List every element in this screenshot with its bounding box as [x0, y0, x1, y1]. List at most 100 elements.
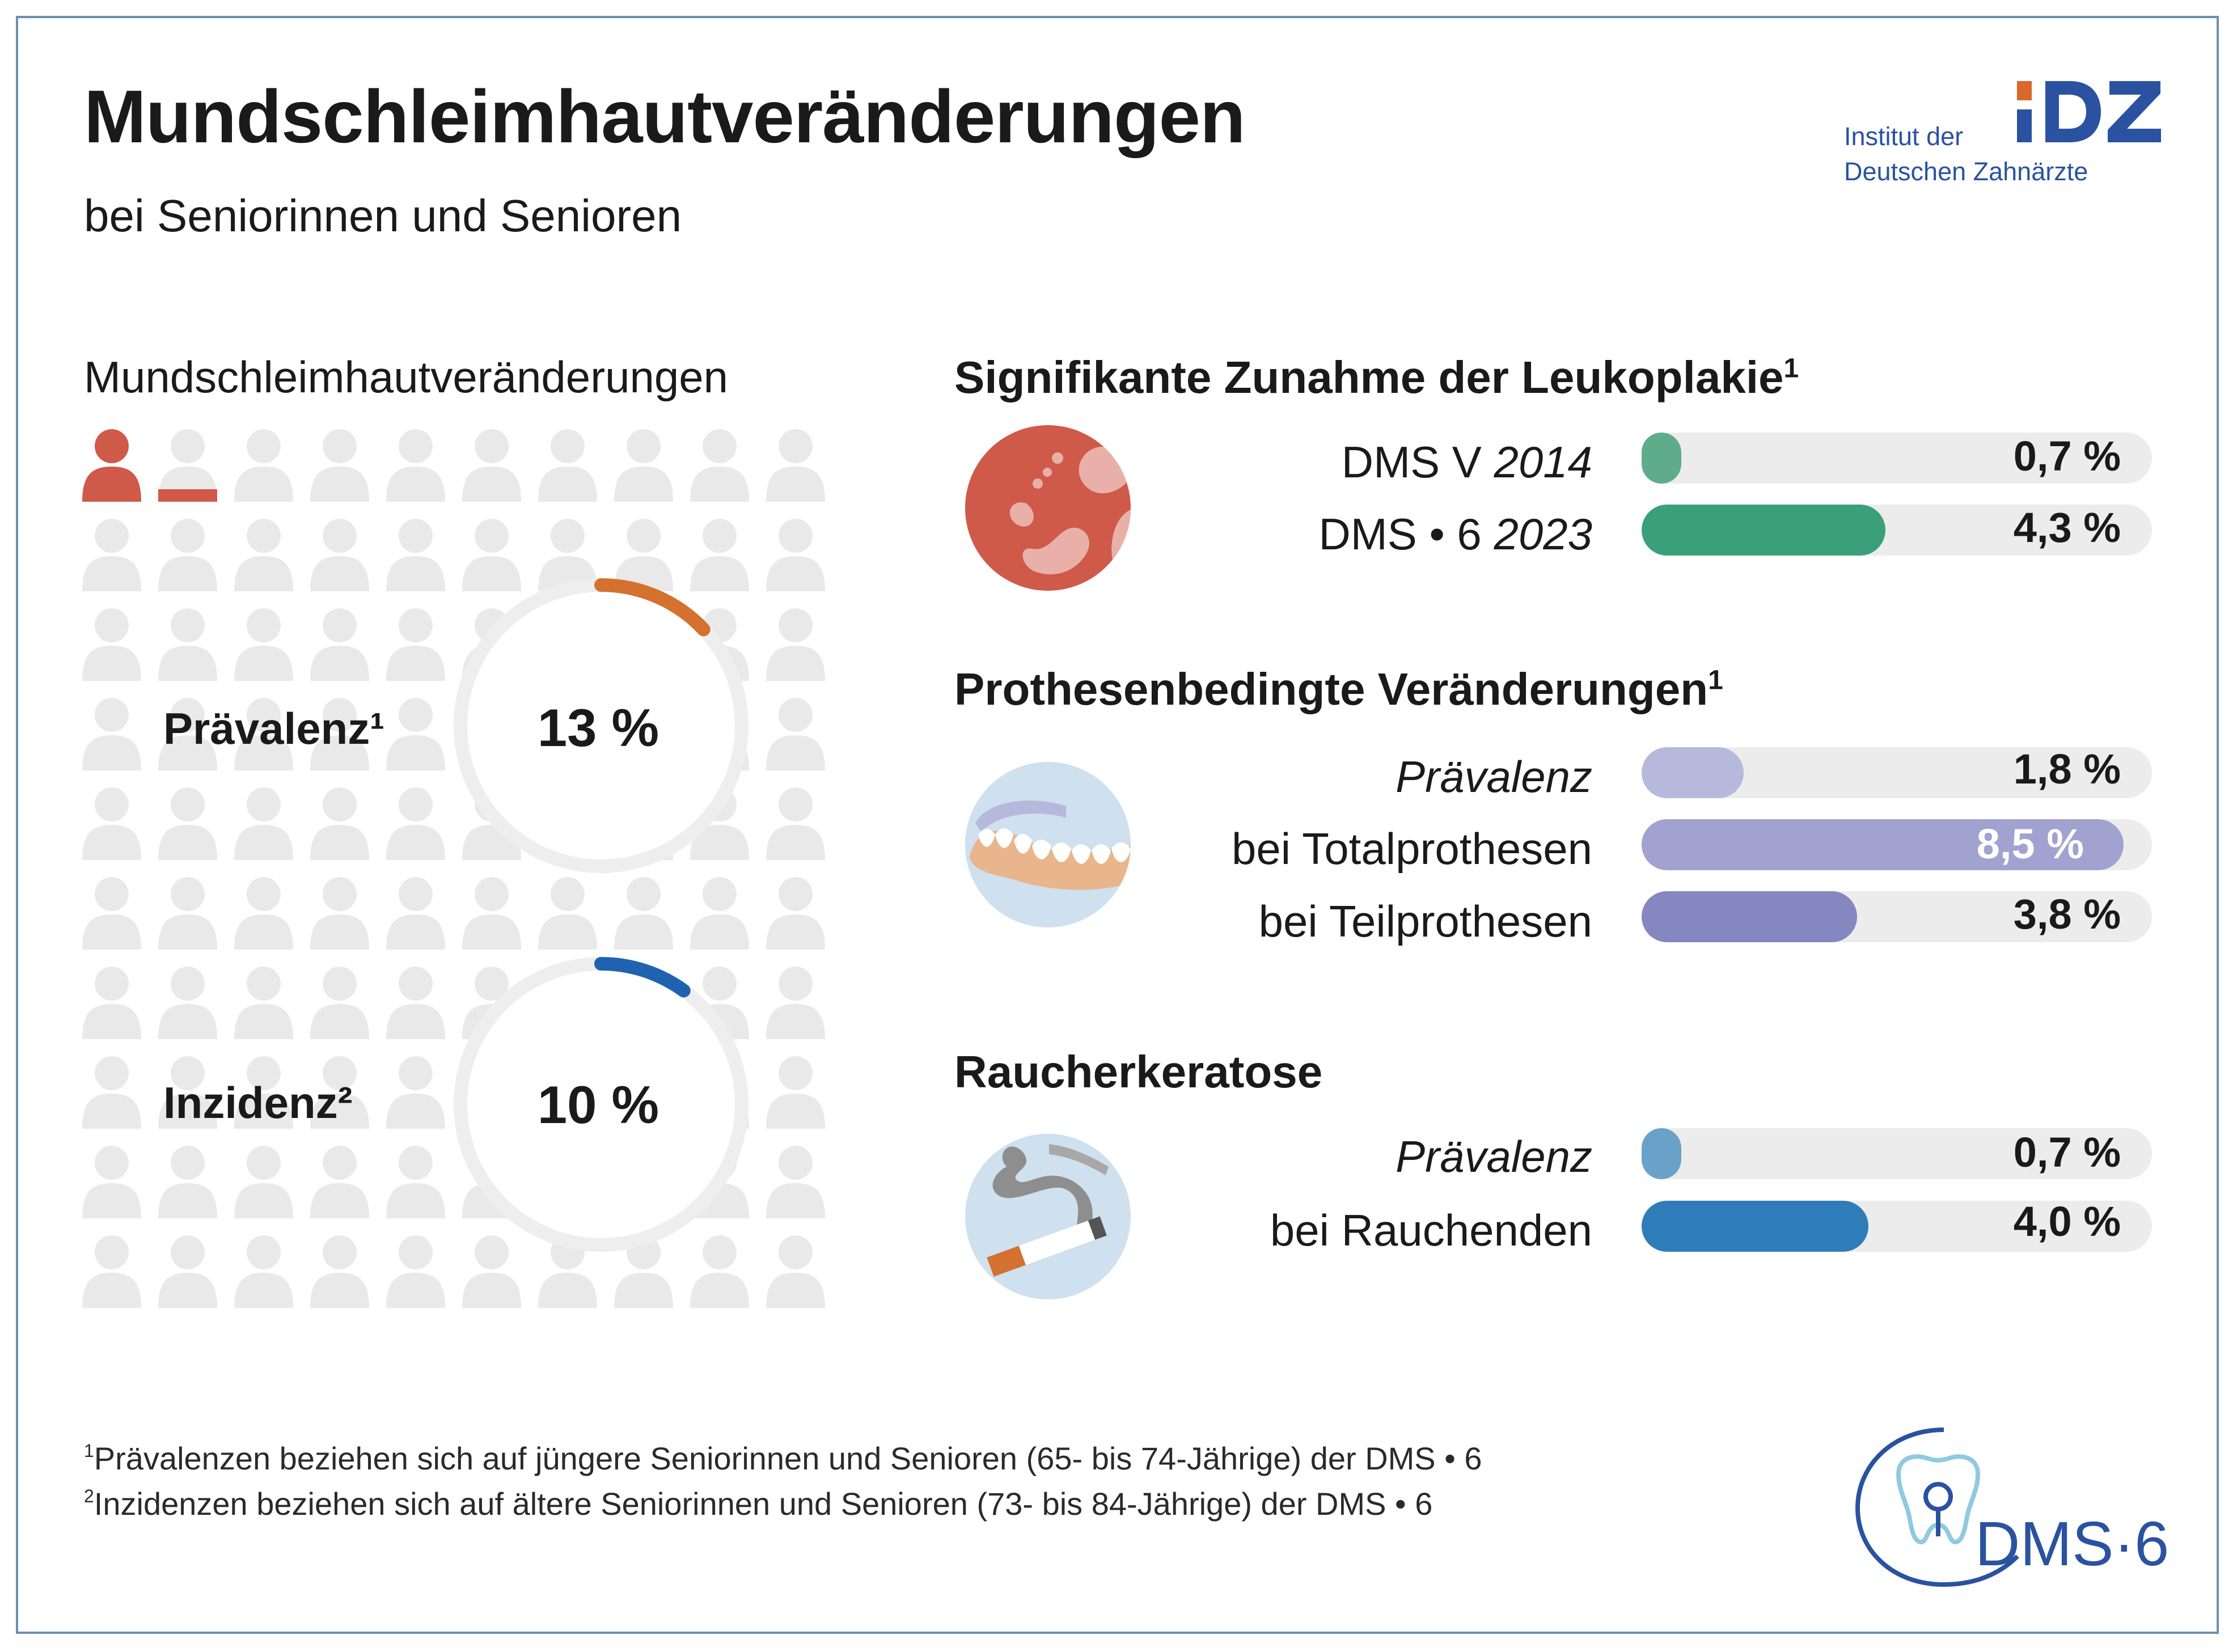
person-icon — [158, 877, 217, 950]
person-icon — [82, 787, 141, 860]
raucher-bar-2-track — [1642, 1201, 2152, 1252]
person-icon — [690, 877, 749, 950]
leukoplakie-title-sup: 1 — [1783, 353, 1799, 384]
idz-logo-line2: Deutschen Zahnärzte — [1844, 157, 2088, 186]
prothesen-value-2: 8,5 % — [1976, 820, 2084, 867]
prevalence-ring-arc — [594, 578, 711, 637]
person-icon — [386, 429, 445, 502]
person-icon — [310, 787, 369, 860]
cigarette-icon — [965, 1134, 1131, 1299]
person-icon — [690, 519, 749, 591]
page-subtitle: bei Seniorinnen und Senioren — [84, 190, 682, 241]
leukoplakie-patch-2 — [1009, 502, 1034, 527]
idz-logo-text: Institut der Deutschen Zahnärzte — [1844, 119, 2088, 189]
prothesen-value-1: 1,8 % — [2013, 745, 2121, 793]
footnote-2-text: Inzidenzen beziehen sich auf ältere Seni… — [94, 1486, 1433, 1522]
denture-clear-plate — [975, 800, 1066, 832]
cigarette-paper — [1018, 1221, 1096, 1265]
person-icon — [310, 698, 369, 770]
person-icon — [690, 1235, 749, 1308]
person-icon — [158, 967, 217, 1039]
prothesen-bar-3-track — [1642, 891, 2152, 942]
person-icon — [462, 429, 521, 502]
leukoplakie-icon — [965, 425, 1131, 591]
denture-icon — [965, 762, 1131, 927]
person-icon — [462, 1235, 521, 1308]
person-icon — [310, 519, 369, 591]
raucher-title: Raucherkeratose — [954, 1046, 1322, 1098]
people-grid — [82, 429, 825, 1308]
person-icon — [82, 967, 141, 1039]
footnote-1: 1Prävalenzen beziehen sich auf jüngere S… — [84, 1440, 1482, 1477]
person-icon — [234, 519, 293, 591]
raucher-title-text: Raucherkeratose — [954, 1047, 1323, 1097]
person-icon — [386, 608, 445, 681]
dms6-tooth-outline — [1896, 1454, 1981, 1545]
person-icon — [538, 429, 597, 502]
person-icon — [234, 608, 293, 681]
person-icon — [310, 877, 369, 950]
dms6-logo-arc — [1855, 1428, 2019, 1587]
row-label-main: bei Totalprothesen — [1231, 824, 1592, 874]
leukoplakie-bar-2-track — [1642, 505, 2152, 556]
person-icon — [82, 608, 141, 681]
person-icon — [614, 429, 673, 502]
prothesen-bar-2 — [1642, 819, 2124, 870]
raucher-value-2: 4,0 % — [2013, 1198, 2121, 1245]
person-icon — [310, 1056, 369, 1129]
person-icon — [158, 787, 217, 860]
leukoplakie-value-2: 4,3 % — [2013, 504, 2121, 551]
prothesen-title-text: Prothesenbedingte Veränderungen — [954, 664, 1709, 714]
prothesen-title: Prothesenbedingte Veränderungen1 — [954, 663, 1723, 715]
footnote-1-text: Prävalenzen beziehen sich auf jüngere Se… — [94, 1441, 1482, 1476]
person-icon — [766, 698, 825, 770]
person-icon — [386, 877, 445, 950]
row-label-italic: Prävalenz — [1396, 752, 1592, 802]
idz-logo-i-stem — [2017, 109, 2032, 142]
raucher-row-2-label: bei Rauchenden — [1270, 1205, 1592, 1256]
person-icon — [82, 1056, 141, 1129]
incidence-ring-wrap — [448, 951, 754, 1260]
person-icon — [310, 429, 369, 502]
person-icon — [234, 429, 293, 502]
person-icon — [766, 787, 825, 860]
idz-logo-mark — [2017, 81, 2161, 142]
person-icon — [82, 1146, 141, 1218]
leukoplakie-dot-3 — [1033, 478, 1043, 489]
leukoplakie-bar-1-track — [1642, 433, 2152, 484]
person-icon — [690, 429, 749, 502]
cigarette-smoke — [992, 1146, 1093, 1229]
cigarette-ash — [1088, 1216, 1107, 1240]
row-label-year: 2023 — [1494, 509, 1592, 559]
leukoplakie-title: Signifikante Zunahme der Leukoplakie1 — [954, 351, 1799, 404]
prothesen-row-2-label: bei Totalprothesen — [1232, 823, 1592, 875]
leukoplakie-patch-3 — [1022, 527, 1089, 575]
incidence-ring — [454, 957, 749, 1252]
person-icon — [766, 877, 825, 950]
row-label-main: bei Teilprothesen — [1258, 896, 1592, 946]
person-icon — [766, 519, 825, 591]
prothesen-bar-3 — [1642, 891, 1857, 942]
left-panel-heading: Mundschleimhautveränderungen — [84, 352, 729, 402]
person-icon — [766, 1056, 825, 1129]
person-icon — [234, 1146, 293, 1218]
raucher-bar-2 — [1642, 1201, 1868, 1252]
person-icon — [82, 1235, 141, 1308]
person-icon — [386, 1146, 445, 1218]
person-icon — [234, 1235, 293, 1308]
leukoplakie-row-1-label: DMS V 2014 — [1342, 437, 1592, 488]
person-icon — [766, 1146, 825, 1218]
raucher-value-1: 0,7 % — [2013, 1129, 2121, 1176]
raucher-row-1-label: Prävalenz — [1396, 1131, 1592, 1183]
denture-teeth — [978, 828, 1131, 864]
prevalence-label: Prävalenz¹ — [163, 704, 385, 753]
person-icon — [234, 877, 293, 950]
person-icon — [310, 1146, 369, 1218]
prevalence-value: 13 % — [537, 698, 659, 757]
idz-logo-orange-bar-top — [2017, 81, 2032, 100]
person-icon — [82, 698, 141, 770]
prevalence-ring-wrap — [448, 573, 754, 882]
page-title: Mundschleimhautveränderungen — [84, 75, 1246, 158]
person-icon — [158, 698, 217, 770]
cigarette-filter — [987, 1246, 1026, 1277]
